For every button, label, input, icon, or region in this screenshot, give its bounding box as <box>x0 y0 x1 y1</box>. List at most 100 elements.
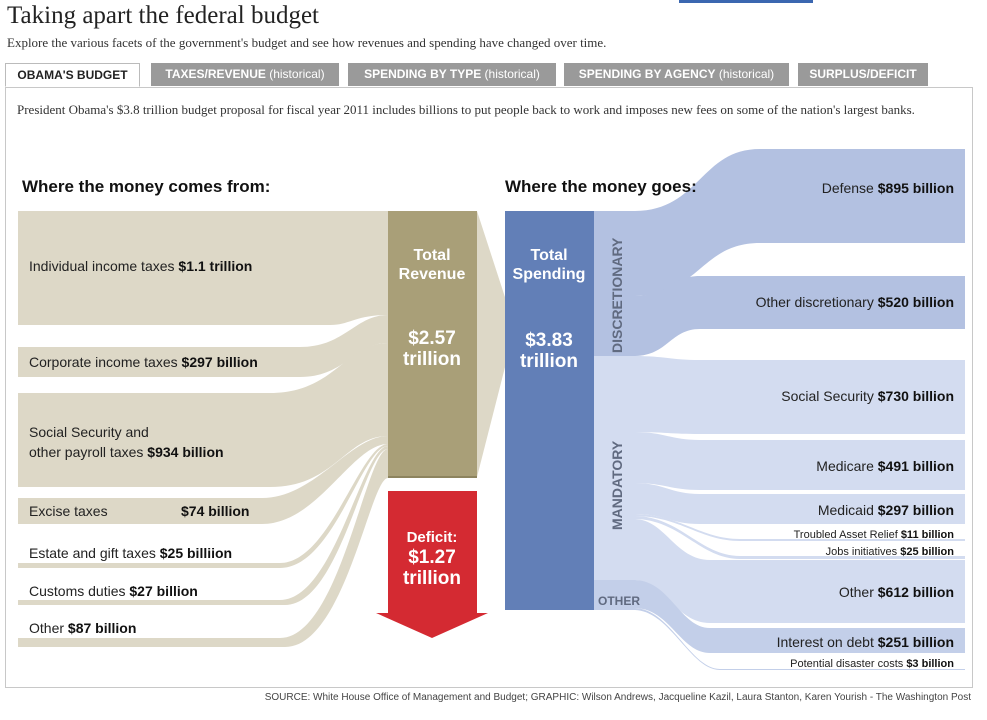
flow-other-mandatory <box>634 519 965 623</box>
spending-label-social-security: Social Security $730 billion <box>781 388 954 404</box>
tab-label: SURPLUS/DEFICIT <box>809 67 917 81</box>
total-revenue-line2: Revenue <box>399 266 466 283</box>
label-name: Individual income taxes <box>29 258 178 274</box>
label-name: Medicaid <box>818 502 878 518</box>
label-name: Other <box>29 620 68 636</box>
tab-surplus-deficit[interactable]: SURPLUS/DEFICIT <box>798 63 928 86</box>
tab-label: SPENDING BY TYPE <box>364 67 482 81</box>
label-amount: $27 billion <box>129 583 197 599</box>
total-spending-value1: $3.83 <box>525 330 573 351</box>
label-amount: $297 billion <box>182 354 258 370</box>
tab-spending-by-type[interactable]: SPENDING BY TYPE (historical) <box>348 63 556 86</box>
label-amount: $11 billion <box>901 529 954 541</box>
flow-corporate-income <box>18 315 388 377</box>
label-name: Medicare <box>816 458 877 474</box>
revenue-label-payroll-line2: other payroll taxes $934 billion <box>29 444 224 460</box>
deficit-arrow <box>376 491 488 638</box>
discretionary-bar <box>594 211 634 356</box>
spending-heading: Where the money goes: <box>505 177 697 196</box>
total-revenue-value1: $2.57 <box>408 328 456 349</box>
deficit-line1: Deficit: <box>407 529 458 546</box>
spending-labels: Defense $895 billion Other discretionary… <box>756 180 955 670</box>
flow-other-discretionary <box>634 276 965 356</box>
tab-obamas-budget[interactable]: OBAMA'S BUDGET <box>5 63 140 87</box>
tab-suffix: (historical) <box>265 67 325 81</box>
page-title: Taking apart the federal budget <box>7 2 319 29</box>
tab-suffix: (historical) <box>715 67 775 81</box>
label-name: Interest on debt <box>777 634 878 650</box>
label-amount: $934 billion <box>147 444 223 460</box>
label-amount: $895 billion <box>878 180 954 196</box>
flow-excise-taxes <box>18 436 388 524</box>
label-name: Social Security <box>781 388 877 404</box>
other-group-label: OTHER <box>598 594 640 608</box>
total-revenue-value2: trillion <box>403 349 461 370</box>
tab-taxes-revenue[interactable]: TAXES/REVENUE (historical) <box>151 63 339 86</box>
label-name: Jobs initiatives <box>826 546 901 558</box>
flow-interest <box>634 580 965 653</box>
flow-medicaid <box>634 483 965 524</box>
tab-label: SPENDING BY AGENCY <box>578 67 716 81</box>
spending-label-medicaid: Medicaid $297 billion <box>818 502 954 518</box>
tab-label: TAXES/REVENUE <box>165 67 266 81</box>
page-subtitle: Explore the various facets of the govern… <box>7 35 607 50</box>
tab-label: OBAMA'S BUDGET <box>17 68 128 82</box>
intro-text: President Obama's $3.8 trillion budget p… <box>17 102 915 117</box>
spending-label-jobs: Jobs initiatives $25 billion <box>826 546 955 558</box>
spending-label-other-mandatory: Other $612 billion <box>839 584 954 600</box>
label-name: Troubled Asset Relief <box>794 529 901 541</box>
label-amount: $251 billion <box>878 634 954 650</box>
label-amount: $1.1 trillion <box>178 258 252 274</box>
revenue-amount-excise: $74 billion <box>181 503 249 519</box>
revenue-label-payroll-line1: Social Security and <box>29 424 149 440</box>
revenue-heading: Where the money comes from: <box>22 177 270 196</box>
revenue-label-individual: Individual income taxes $1.1 trillion <box>29 258 252 274</box>
spending-label-tarp: Troubled Asset Relief $11 billion <box>794 529 955 541</box>
label-name: Other <box>839 584 878 600</box>
total-spending-line2: Spending <box>513 266 586 283</box>
label-name: Potential disaster costs <box>790 658 906 670</box>
top-button-edge[interactable] <box>679 0 813 3</box>
deficit-line3: trillion <box>403 568 461 589</box>
label-name: Corporate income taxes <box>29 354 182 370</box>
spending-label-interest: Interest on debt $251 billion <box>777 634 954 650</box>
revenue-label-corporate: Corporate income taxes $297 billion <box>29 354 258 370</box>
revenue-label-customs: Customs duties $27 billion <box>29 583 198 599</box>
spending-label-defense: Defense $895 billion <box>822 180 954 196</box>
spending-flows <box>634 149 965 670</box>
total-spending-line1: Total <box>530 247 567 264</box>
label-amount: $297 billion <box>878 502 954 518</box>
label-name: Estate and gift taxes <box>29 545 160 561</box>
flow-medicare <box>634 432 965 490</box>
label-amount: $25 billiion <box>160 545 232 561</box>
total-revenue-shadow <box>388 476 477 478</box>
box-labels: Total Revenue $2.57 trillion Total Spend… <box>399 247 586 589</box>
label-amount: $87 billion <box>68 620 136 636</box>
tab-suffix: (historical) <box>481 67 540 81</box>
total-spending-value2: trillion <box>520 351 578 372</box>
label-amount: $730 billion <box>878 388 954 404</box>
group-labels: DISCRETIONARY MANDATORY OTHER <box>598 237 640 608</box>
label-amount: $3 billion <box>906 658 954 670</box>
revenue-label-other: Other $87 billion <box>29 620 136 636</box>
label-amount: $25 billion <box>900 546 954 558</box>
flow-individual-income <box>18 211 388 325</box>
source-credit: SOURCE: White House Office of Management… <box>264 692 971 703</box>
tab-spending-by-agency[interactable]: SPENDING BY AGENCY (historical) <box>564 63 789 86</box>
revenue-arrow <box>477 211 515 477</box>
discretionary-label: DISCRETIONARY <box>609 237 625 353</box>
flow-payroll-taxes <box>18 343 388 487</box>
label-name: Defense <box>822 180 878 196</box>
label-name: Customs duties <box>29 583 129 599</box>
deficit-line2: $1.27 <box>408 547 456 568</box>
label-amount: $612 billion <box>878 584 954 600</box>
total-spending-box <box>505 211 594 610</box>
revenue-label-excise: Excise taxes <box>29 503 108 519</box>
total-revenue-line1: Total <box>413 247 450 264</box>
label-amount: $520 billion <box>878 294 954 310</box>
label-name: Other discretionary <box>756 294 878 310</box>
total-revenue-box <box>388 211 477 477</box>
label-name: other payroll taxes <box>29 444 147 460</box>
flow-social-security <box>634 356 965 434</box>
